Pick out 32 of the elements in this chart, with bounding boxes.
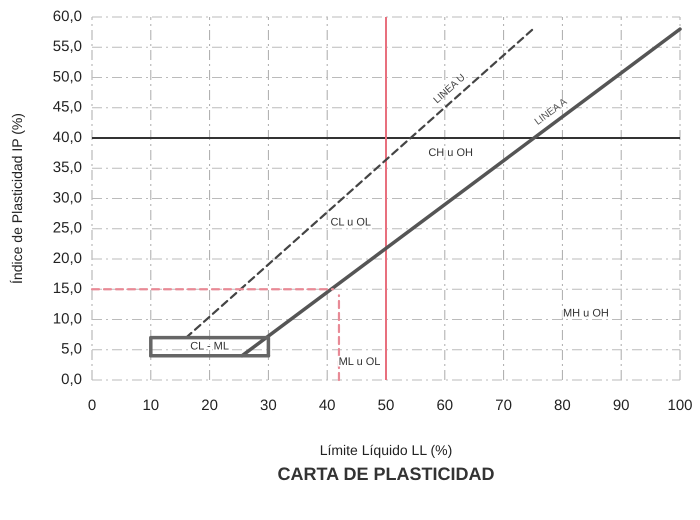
y-tick-label: 60,0 xyxy=(52,8,82,25)
y-tick-label: 30,0 xyxy=(52,189,82,206)
x-tick-label: 40 xyxy=(318,397,336,414)
annotation: CH u OH xyxy=(428,147,474,160)
annotation: MH u OH xyxy=(563,307,609,320)
x-tick-label: 0 xyxy=(88,397,96,414)
y-tick-label: 25,0 xyxy=(52,220,82,237)
x-tick-label: 80 xyxy=(554,397,571,414)
y-tick-label: 5,0 xyxy=(61,340,82,358)
y-tick-label: 35,0 xyxy=(52,159,82,176)
x-tick-label: 100 xyxy=(667,397,693,414)
annotation: CL - ML xyxy=(190,340,229,353)
x-tick-label: 10 xyxy=(142,397,160,414)
text: CARTA DE PLASTICIDAD xyxy=(278,464,494,484)
annotation: ML u OL xyxy=(338,356,380,368)
x-axis-title: Límite Líquido LL (%) xyxy=(320,442,452,458)
x-tick-label: 90 xyxy=(612,397,630,414)
x-tick-label: 20 xyxy=(201,397,218,414)
x-tick-label: 60 xyxy=(436,397,454,414)
y-tick-label: 40,0 xyxy=(52,128,82,146)
y-tick-label: 20,0 xyxy=(52,250,82,267)
y-tick-label: 50,0 xyxy=(52,68,82,86)
y-tick-label: 10,0 xyxy=(52,310,82,328)
y-axis-title: Índice de Plasticidad IP (%) xyxy=(9,113,25,284)
x-tick-label: 70 xyxy=(495,397,512,414)
x-tick-label: 30 xyxy=(260,397,277,414)
y-tick-label: 15,0 xyxy=(52,280,82,298)
x-tick-label: 50 xyxy=(378,397,394,414)
y-tick-label: 0,0 xyxy=(61,370,82,388)
annotation: CL u OL xyxy=(330,216,371,229)
y-tick-label: 45,0 xyxy=(52,98,82,116)
y-tick-label: 55,0 xyxy=(52,38,82,56)
